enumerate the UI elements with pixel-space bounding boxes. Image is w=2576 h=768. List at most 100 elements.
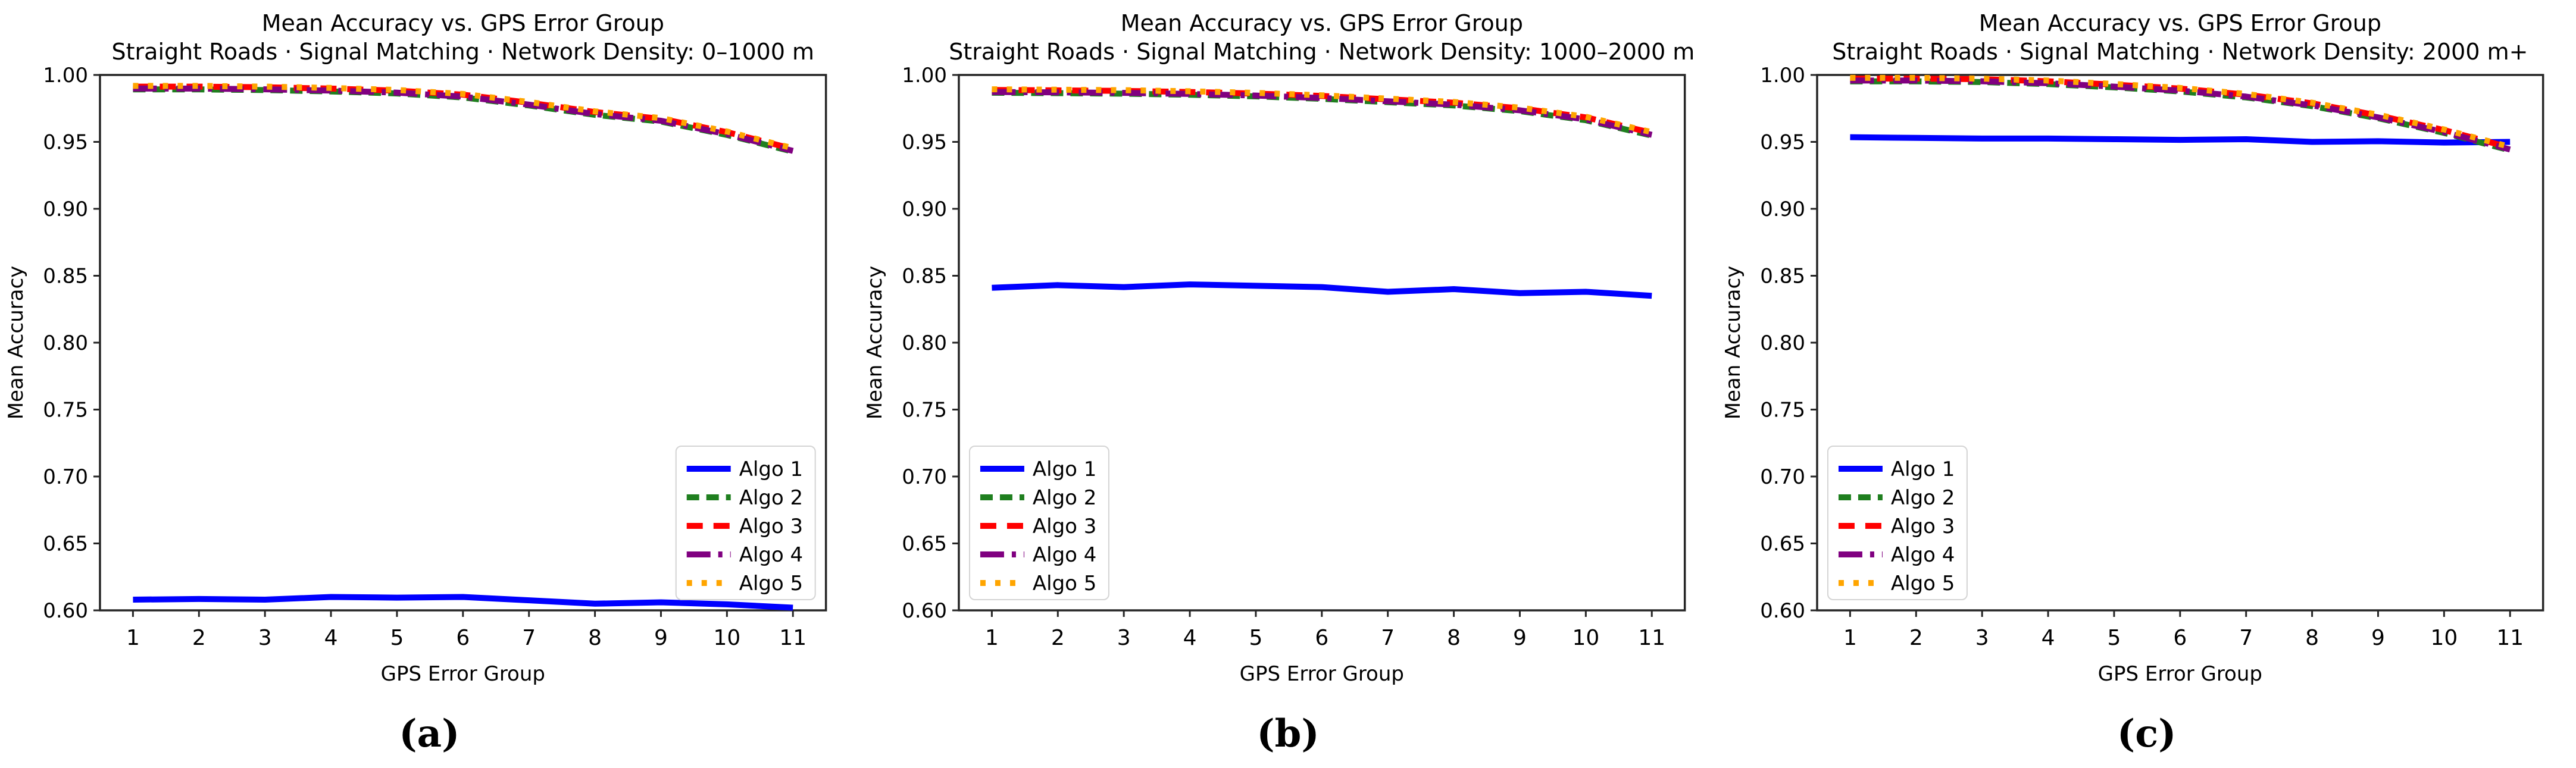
legend-label: Algo 5 (1891, 572, 1955, 595)
legend-entry-algo-4: Algo 4 (980, 543, 1096, 567)
y-tick-label: 0.80 (902, 331, 947, 355)
x-tick-label: 8 (588, 626, 602, 650)
y-tick-label: 0.90 (902, 198, 947, 221)
x-axis: 1 2 3 4 5 6 7 8 9 10 11 (126, 610, 806, 650)
caption-b: (b) (1256, 711, 1320, 756)
legend-entry-algo-5: Algo 5 (980, 572, 1096, 595)
legend-box (675, 446, 816, 600)
legend: Algo 1 Algo 2 Algo 3 Algo 4 Algo 5 (675, 446, 816, 600)
chart-a: 0.60 0.65 0.70 0.75 0.80 0.85 0.90 0.95 1.00 1 2 3 4… (4, 10, 827, 686)
legend-label: Algo 2 (1033, 486, 1096, 510)
y-tick-label: 0.60 (1761, 599, 1806, 623)
x-tick-label: 6 (456, 626, 470, 650)
legend: Algo 1 Algo 2 Algo 3 Algo 4 Algo 5 (1827, 446, 1968, 600)
legend-box (1827, 446, 1968, 600)
y-tick-label: 0.85 (1761, 264, 1806, 288)
legend-label: Algo 5 (739, 572, 803, 595)
y-tick-label: 0.65 (1761, 532, 1806, 556)
legend-entry-algo-1: Algo 1 (980, 457, 1096, 481)
y-axis-label: Mean Accuracy (1721, 266, 1745, 420)
x-tick-label: 3 (1975, 626, 1989, 650)
legend-label: Algo 1 (1891, 457, 1955, 481)
legend-label: Algo 5 (1033, 572, 1096, 595)
x-tick-label: 5 (2108, 626, 2121, 650)
y-tick-label: 0.85 (43, 264, 88, 288)
caption-a: (a) (399, 711, 460, 756)
y-tick-label: 0.70 (43, 465, 88, 489)
legend-entry-algo-2: Algo 2 (686, 486, 803, 510)
y-axis-label: Mean Accuracy (4, 266, 28, 420)
x-tick-label: 3 (1117, 626, 1130, 650)
x-tick-label: 2 (1051, 626, 1065, 650)
x-tick-label: 7 (2240, 626, 2253, 650)
series-line-algo-2 (992, 89, 1653, 139)
legend-label: Algo 4 (1033, 543, 1096, 567)
y-tick-label: 1.00 (43, 64, 88, 87)
x-tick-label: 9 (1513, 626, 1527, 650)
x-tick-label: 5 (390, 626, 404, 650)
y-tick-label: 0.90 (43, 198, 88, 221)
legend-label: Algo 2 (739, 486, 803, 510)
series-line-algo-1 (1850, 134, 2511, 146)
legend-entry-algo-2: Algo 2 (1839, 486, 1955, 510)
x-tick-label: 11 (1638, 626, 1665, 650)
y-tick-label: 0.95 (43, 130, 88, 154)
y-axis-label: Mean Accuracy (863, 266, 887, 420)
legend-label: Algo 1 (739, 457, 803, 481)
series-line-algo-4 (133, 85, 794, 154)
x-tick-label: 11 (779, 626, 806, 650)
x-tick-label: 4 (2042, 626, 2055, 650)
x-axis: 1 2 3 4 5 6 7 8 9 10 11 (985, 610, 1665, 650)
x-tick-label: 10 (2431, 626, 2458, 650)
legend-label: Algo 4 (1891, 543, 1955, 567)
legend-entry-algo-5: Algo 5 (686, 572, 803, 595)
chart-c: 0.60 0.65 0.70 0.75 0.80 0.85 0.90 0.95 1.00 1 2 3 4… (1721, 10, 2544, 686)
series-line-algo-4 (1850, 77, 2511, 153)
chart-b: 0.60 0.65 0.70 0.75 0.80 0.85 0.90 0.95 1.00 1 2 3 4… (863, 10, 1695, 686)
x-tick-label: 7 (522, 626, 536, 650)
legend-entry-algo-5: Algo 5 (1839, 572, 1955, 595)
x-tick-label: 2 (192, 626, 206, 650)
panel-c: 0.60 0.65 0.70 0.75 0.80 0.85 0.90 0.95 1.00 1 2 3 4… (1717, 0, 2576, 768)
x-tick-label: 6 (2174, 626, 2187, 650)
y-tick-label: 0.60 (43, 599, 88, 623)
y-axis: 0.60 0.65 0.70 0.75 0.80 0.85 0.90 0.95 1.00 (43, 64, 100, 623)
x-tick-label: 1 (985, 626, 999, 650)
y-tick-label: 0.65 (902, 532, 947, 556)
x-tick-label: 11 (2497, 626, 2524, 650)
x-tick-label: 4 (324, 626, 338, 650)
y-tick-label: 0.70 (1761, 465, 1806, 489)
x-tick-label: 10 (713, 626, 740, 650)
legend-entry-algo-3: Algo 3 (980, 515, 1096, 538)
y-tick-label: 0.70 (902, 465, 947, 489)
legend-label: Algo 3 (1033, 515, 1096, 538)
x-axis-label: GPS Error Group (381, 662, 545, 686)
y-tick-label: 0.75 (43, 398, 88, 422)
chart-title: Mean Accuracy vs. GPS Error Group (1120, 10, 1523, 36)
chart-subtitle: Straight Roads · Signal Matching · Netwo… (949, 39, 1695, 65)
y-tick-label: 1.00 (1761, 64, 1806, 87)
y-tick-label: 0.75 (1761, 398, 1806, 422)
chart-title: Mean Accuracy vs. GPS Error Group (1979, 10, 2381, 36)
series-line-algo-1 (133, 594, 793, 611)
y-tick-label: 0.80 (1761, 331, 1806, 355)
chart-title: Mean Accuracy vs. GPS Error Group (262, 10, 664, 36)
y-tick-label: 0.95 (1761, 130, 1806, 154)
series-line-algo-2 (133, 86, 794, 155)
x-tick-label: 2 (1909, 626, 1923, 650)
x-tick-label: 8 (2305, 626, 2319, 650)
x-tick-label: 9 (2371, 626, 2385, 650)
legend-entry-algo-2: Algo 2 (980, 486, 1096, 510)
legend-label: Algo 3 (739, 515, 803, 538)
x-tick-label: 10 (1572, 626, 1599, 650)
panel-a: 0.60 0.65 0.70 0.75 0.80 0.85 0.90 0.95 1.00 1 2 3 4… (0, 0, 859, 768)
x-axis-label: GPS Error Group (1239, 662, 1403, 686)
y-tick-label: 0.75 (902, 398, 947, 422)
x-tick-label: 3 (258, 626, 272, 650)
x-tick-label: 1 (126, 626, 140, 650)
y-tick-label: 0.85 (902, 264, 947, 288)
x-tick-label: 1 (1843, 626, 1857, 650)
caption-c: (c) (2117, 711, 2177, 756)
legend-entry-algo-4: Algo 4 (686, 543, 803, 567)
